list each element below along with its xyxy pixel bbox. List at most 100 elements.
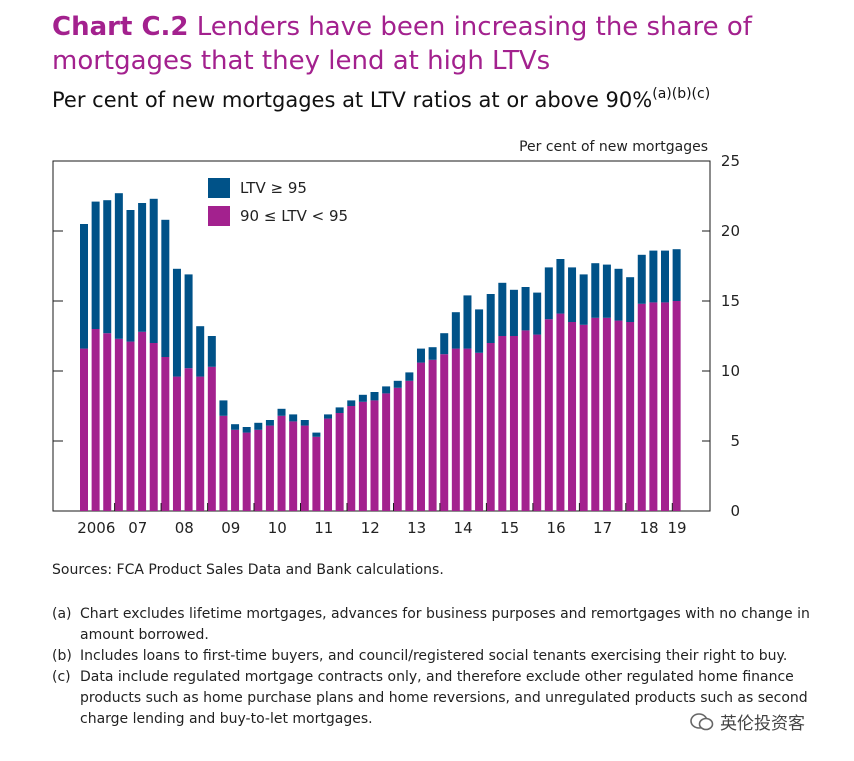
bar-segment-ltv-95-plus xyxy=(533,292,542,335)
bar-segment-ltv-90-95 xyxy=(405,380,414,511)
bar-segment-ltv-95-plus xyxy=(300,420,309,426)
footnote-c: (c) Data include regulated mortgage cont… xyxy=(52,667,822,730)
bar-segment-ltv-95-plus xyxy=(219,400,228,416)
bar-segment-ltv-90-95 xyxy=(568,322,577,511)
legend-swatch-ltv-95-plus xyxy=(208,178,230,198)
x-tick-label: 2006 xyxy=(77,519,115,537)
bar-segment-ltv-90-95 xyxy=(103,333,112,511)
bar-segment-ltv-95-plus xyxy=(393,380,402,388)
bar-segment-ltv-90-95 xyxy=(498,336,507,511)
bar-segment-ltv-95-plus xyxy=(335,407,344,413)
bar-segment-ltv-90-95 xyxy=(661,302,669,511)
bar-segment-ltv-95-plus xyxy=(91,201,100,329)
footnote-text: Includes loans to first-time buyers, and… xyxy=(80,648,788,664)
bar-segment-ltv-95-plus xyxy=(231,424,240,430)
x-tick-label: 14 xyxy=(454,519,473,537)
watermark-text: 英伦投资客 xyxy=(720,714,805,734)
bar-segment-ltv-90-95 xyxy=(196,376,205,511)
bar-segment-ltv-95-plus xyxy=(649,250,658,303)
grid-lines xyxy=(53,160,710,512)
bar-segment-ltv-90-95 xyxy=(149,343,158,511)
x-tick-label: 09 xyxy=(221,519,240,537)
bar-segment-ltv-95-plus xyxy=(172,268,181,377)
bar-segment-ltv-90-95 xyxy=(231,429,240,511)
footnote-text: Chart excludes lifetime mortgages, advan… xyxy=(80,606,810,643)
bar-segment-ltv-90-95 xyxy=(358,401,367,511)
bar-segment-ltv-95-plus xyxy=(347,400,356,406)
bar-segment-ltv-90-95 xyxy=(219,415,228,511)
bar-segment-ltv-95-plus xyxy=(451,312,460,349)
chart-title-text: Lenders have been increasing the share o… xyxy=(52,12,752,76)
bar-segment-ltv-90-95 xyxy=(602,317,611,511)
y-axis: 0 5 10 15 20 25 xyxy=(721,152,740,520)
x-tick-label: 07 xyxy=(128,519,147,537)
bar-segment-ltv-95-plus xyxy=(556,259,565,314)
bar-segment-ltv-90-95 xyxy=(393,387,402,511)
bar-segment-ltv-90-95 xyxy=(265,425,274,511)
y-tick-label: 15 xyxy=(721,292,740,310)
bar-segment-ltv-95-plus xyxy=(486,294,495,343)
bar-segment-ltv-95-plus xyxy=(475,309,484,353)
y-tick-label: 25 xyxy=(721,152,740,170)
bar-segment-ltv-90-95 xyxy=(324,418,333,511)
bar-segment-ltv-90-95 xyxy=(440,354,449,511)
x-tick-label: 15 xyxy=(500,519,519,537)
footnote-label: (c) xyxy=(52,669,71,685)
bar-segment-ltv-90-95 xyxy=(451,348,460,511)
bar-segment-ltv-90-95 xyxy=(521,330,530,511)
y-tick-label: 5 xyxy=(730,432,740,450)
chart-number: Chart C.2 xyxy=(52,12,189,42)
sources-line: Sources: FCA Product Sales Data and Bank… xyxy=(52,562,444,578)
bar-segment-ltv-90-95 xyxy=(416,362,425,511)
bar-segment-ltv-90-95 xyxy=(614,320,623,511)
wechat-icon xyxy=(690,712,714,730)
bar-segment-ltv-90-95 xyxy=(637,303,646,511)
bar-segment-ltv-90-95 xyxy=(300,425,309,511)
bar-segment-ltv-95-plus xyxy=(637,254,646,304)
bar-segment-ltv-95-plus xyxy=(521,287,530,331)
bar-segment-ltv-95-plus xyxy=(277,408,286,416)
x-tick-label: 16 xyxy=(547,519,566,537)
watermark: 英伦投资客 xyxy=(690,709,805,734)
bar-segment-ltv-90-95 xyxy=(463,348,472,511)
bar-segment-ltv-90-95 xyxy=(475,352,484,511)
bar-segment-ltv-90-95 xyxy=(207,366,216,511)
bar-segment-ltv-90-95 xyxy=(626,322,635,511)
bar-segment-ltv-95-plus xyxy=(196,326,205,377)
bar-segment-ltv-95-plus xyxy=(114,193,123,339)
bar-segment-ltv-95-plus xyxy=(207,336,216,367)
bar-segment-ltv-90-95 xyxy=(533,334,542,511)
bar-segment-ltv-90-95 xyxy=(277,415,286,511)
bar-segment-ltv-95-plus xyxy=(661,250,669,303)
bar-segment-ltv-90-95 xyxy=(672,301,681,511)
bar-segment-ltv-95-plus xyxy=(382,386,391,394)
bar-segment-ltv-95-plus xyxy=(614,268,623,321)
x-axis: 2006 07 08 09 10 11 12 13 14 15 16 17 18 19 xyxy=(77,503,687,537)
bar-segment-ltv-90-95 xyxy=(114,338,123,511)
footnotes: (a) Chart excludes lifetime mortgages, a… xyxy=(52,604,822,730)
bar-segment-ltv-95-plus xyxy=(591,263,600,318)
bar-segment-ltv-90-95 xyxy=(254,429,263,511)
footnote-text: Data include regulated mortgage contract… xyxy=(80,669,808,727)
bar-segment-ltv-90-95 xyxy=(486,343,495,511)
bar-segment-ltv-90-95 xyxy=(544,319,553,511)
bars-group xyxy=(80,193,681,511)
bar-segment-ltv-95-plus xyxy=(416,348,425,363)
bar-segment-ltv-90-95 xyxy=(184,368,193,511)
y-tick-label: 10 xyxy=(721,362,740,380)
bar-segment-ltv-95-plus xyxy=(312,432,321,437)
bar-segment-ltv-90-95 xyxy=(428,359,437,511)
bar-segment-ltv-90-95 xyxy=(370,400,379,511)
bar-segment-ltv-95-plus xyxy=(103,200,112,334)
x-tick-label: 12 xyxy=(361,519,380,537)
footnote-label: (a) xyxy=(52,606,72,622)
bar-segment-ltv-95-plus xyxy=(161,219,170,357)
bar-segment-ltv-95-plus xyxy=(509,289,518,336)
bar-segment-ltv-90-95 xyxy=(335,413,344,511)
bar-segment-ltv-95-plus xyxy=(254,422,263,430)
subtitle-footnote-refs: (a)(b)(c) xyxy=(652,86,711,102)
bar-segment-ltv-90-95 xyxy=(509,336,518,511)
chart-subtitle: Per cent of new mortgages at LTV ratios … xyxy=(52,86,710,112)
bar-segment-ltv-95-plus xyxy=(265,420,274,426)
plot-frame xyxy=(52,160,711,512)
